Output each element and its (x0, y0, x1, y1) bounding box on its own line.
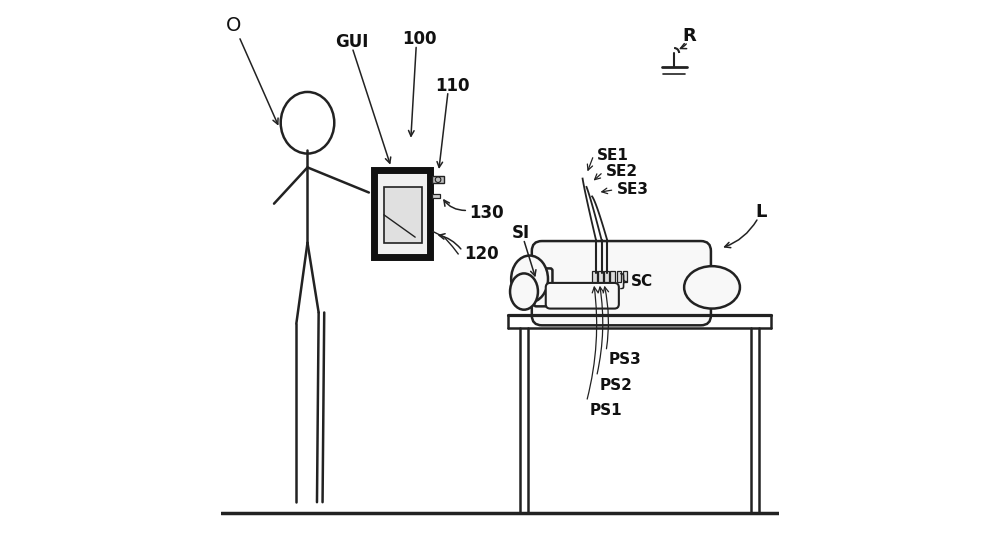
Text: PS1: PS1 (589, 403, 622, 417)
FancyBboxPatch shape (432, 176, 444, 183)
Ellipse shape (511, 256, 548, 302)
FancyBboxPatch shape (546, 283, 619, 309)
Text: SE2: SE2 (606, 165, 638, 179)
Text: L: L (755, 203, 767, 221)
Bar (598, 271, 603, 282)
FancyBboxPatch shape (534, 268, 552, 306)
Ellipse shape (684, 266, 740, 309)
Bar (610, 271, 615, 282)
Text: SE3: SE3 (617, 182, 649, 197)
Text: GUI: GUI (335, 33, 369, 51)
Bar (623, 271, 627, 282)
Text: }: } (618, 273, 630, 291)
Bar (617, 271, 621, 282)
Text: SE1: SE1 (597, 148, 628, 162)
Ellipse shape (510, 273, 538, 310)
Bar (592, 271, 597, 282)
Text: 130: 130 (469, 204, 504, 222)
Text: 120: 120 (464, 245, 498, 263)
Text: SC: SC (631, 275, 653, 289)
Bar (604, 271, 609, 282)
Text: PS3: PS3 (609, 353, 642, 367)
Text: R: R (683, 27, 697, 45)
Text: PS2: PS2 (599, 378, 632, 392)
FancyBboxPatch shape (532, 241, 711, 325)
FancyBboxPatch shape (432, 194, 440, 198)
Text: 100: 100 (402, 30, 436, 48)
Text: 110: 110 (435, 78, 470, 95)
Text: SI: SI (512, 224, 530, 242)
FancyBboxPatch shape (374, 170, 430, 257)
FancyBboxPatch shape (384, 187, 422, 243)
Text: O: O (226, 16, 241, 35)
